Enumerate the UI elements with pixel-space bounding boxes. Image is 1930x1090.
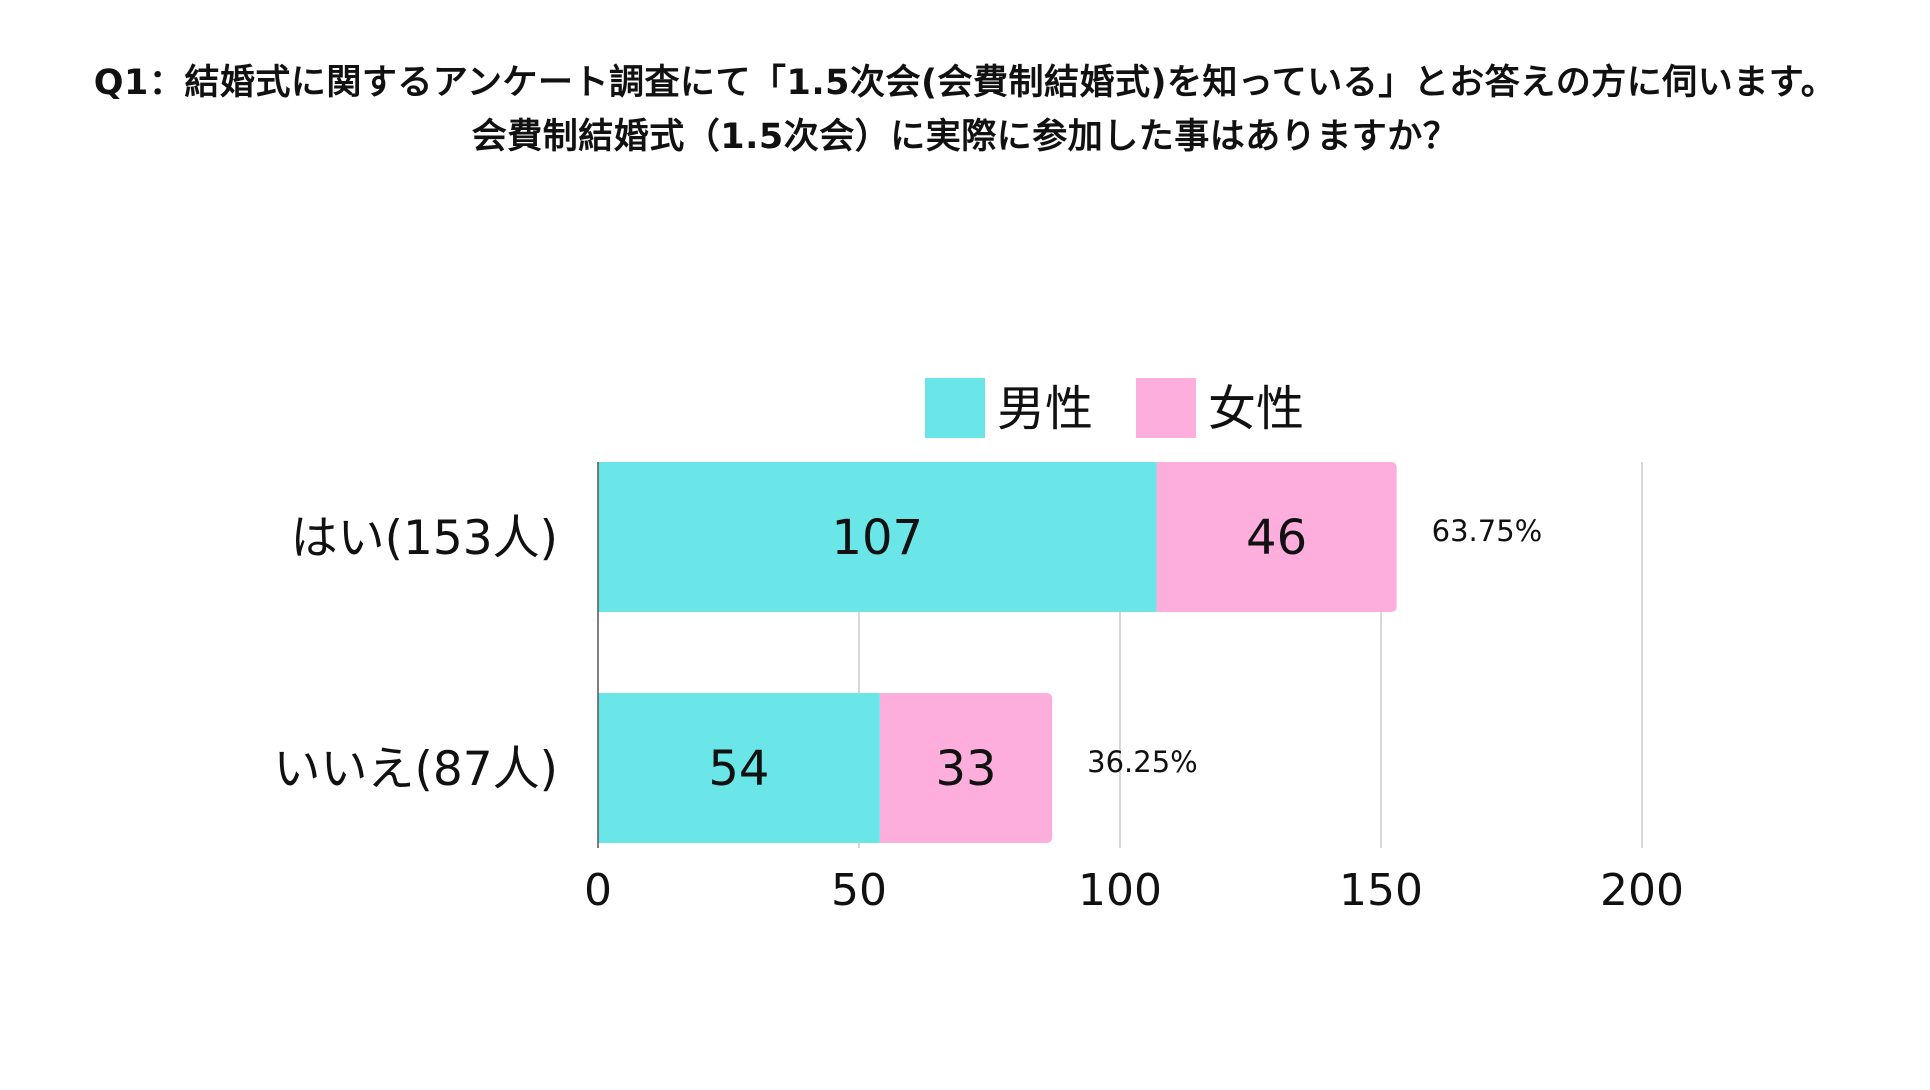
chart-title-line-2: 会費制結婚式（1.5次会）に実際に参加した事はありますか？ [471,117,1459,157]
chart-title-line-1: Q1：結婚式に関するアンケート調査にて「1.5次会(会費制結婚式)を知っている」… [93,63,1837,103]
bar-segment-female-1 [879,693,1053,843]
bar-value-label: 54 [708,741,769,797]
legend-label-male: 男性 [997,381,1093,437]
bar-total-percent-label: 63.75% [1432,514,1543,548]
bar-value-label: 107 [831,510,923,566]
x-tick-label: 100 [1078,865,1162,916]
bar-segment-male-0 [598,462,1157,612]
bar-segment-male-1 [598,693,880,843]
bars [598,462,1397,843]
x-tick-label: 150 [1339,865,1423,916]
axes: 0 50 100 150 200 はい(153人) いいえ(87人) [274,462,1684,916]
bar-segment-female-0 [1156,462,1397,612]
legend-label-female: 女性 [1208,381,1304,437]
bar-total-percent-label: 36.25% [1087,745,1198,779]
category-label: いいえ(87人) [274,742,558,797]
legend-swatch-male [925,378,985,438]
data-labels: 107 46 63.75% 54 33 36.25% [708,510,1542,797]
x-tick-label: 50 [831,865,887,916]
bar-value-label: 33 [935,741,996,797]
bar-value-label: 46 [1246,510,1307,566]
x-tick-label: 200 [1600,865,1684,916]
legend-swatch-female [1136,378,1196,438]
x-tick-label: 0 [584,865,612,916]
category-label: はい(153人) [291,511,558,566]
legend: 男性 女性 [925,378,1304,438]
